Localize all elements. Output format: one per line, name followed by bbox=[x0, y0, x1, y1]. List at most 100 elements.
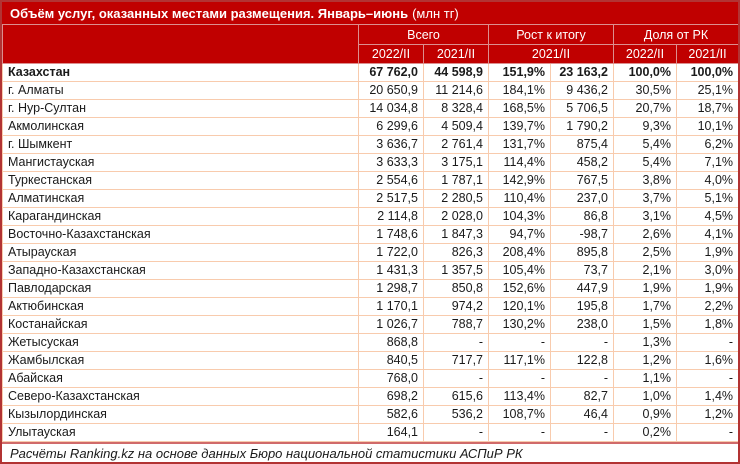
value-cell: 1 431,3 bbox=[358, 261, 424, 280]
value-cell: 1 170,1 bbox=[358, 297, 424, 316]
value-cell: 1,2% bbox=[613, 351, 677, 370]
value-cell: 868,8 bbox=[358, 333, 424, 352]
value-cell: 164,1 bbox=[358, 423, 424, 442]
value-cell: 2 761,4 bbox=[423, 135, 489, 154]
value-cell: 238,0 bbox=[550, 315, 614, 334]
value-cell: 46,4 bbox=[550, 405, 614, 424]
table-row: Карагандинская 2 114,8 2 028,0 104,3% 86,8 3,… bbox=[2, 207, 738, 226]
value-cell: 14 034,8 bbox=[358, 99, 424, 118]
value-cell: 3,0% bbox=[675, 261, 738, 280]
value-cell: 458,2 bbox=[550, 153, 614, 172]
table-row: Улытауская 164,1- - -0,2% - bbox=[2, 423, 738, 442]
region-cell: г. Шымкент bbox=[2, 135, 359, 154]
value-cell: - bbox=[423, 369, 489, 388]
value-cell: 3 633,3 bbox=[358, 153, 424, 172]
value-cell: - bbox=[423, 333, 489, 352]
value-cell: 1,6% bbox=[675, 351, 738, 370]
value-cell: 1,5% bbox=[613, 315, 677, 334]
value-cell: 113,4% bbox=[488, 387, 551, 406]
region-cell: г. Алматы bbox=[2, 81, 359, 100]
subheader-total-2022: 2022/II bbox=[358, 44, 424, 64]
header-sub-row: 2022/II 2021/II 2021/II 2022/II 2021/II bbox=[3, 44, 738, 64]
value-cell: 151,9% bbox=[488, 63, 551, 82]
region-cell: Атырауская bbox=[2, 243, 359, 262]
data-table: Всего Рост к итогу Доля от РК 2022/II 20… bbox=[2, 24, 738, 442]
value-cell: 168,5% bbox=[488, 99, 551, 118]
value-cell: 1,3% bbox=[613, 333, 677, 352]
value-cell: 94,7% bbox=[488, 225, 551, 244]
value-cell: 100,0% bbox=[675, 63, 738, 82]
value-cell: 1 790,2 bbox=[550, 117, 614, 136]
value-cell: 788,7 bbox=[423, 315, 489, 334]
region-cell: Костанайская bbox=[2, 315, 359, 334]
value-cell: 2,6% bbox=[613, 225, 677, 244]
value-cell: 10,1% bbox=[675, 117, 738, 136]
value-cell: 142,9% bbox=[488, 171, 551, 190]
value-cell: 1 748,6 bbox=[358, 225, 424, 244]
value-cell: 698,2 bbox=[358, 387, 424, 406]
table-title: Объём услуг, оказанных местами размещени… bbox=[2, 2, 738, 24]
value-cell: 11 214,6 bbox=[423, 81, 489, 100]
subheader-growth-2021: 2021/II bbox=[488, 44, 614, 64]
region-cell: Мангистауская bbox=[2, 153, 359, 172]
value-cell: 2 114,8 bbox=[358, 207, 424, 226]
value-cell: 1 847,3 bbox=[423, 225, 489, 244]
value-cell: 2,5% bbox=[613, 243, 677, 262]
value-cell: 9 436,2 bbox=[550, 81, 614, 100]
table-row: Акмолинская 6 299,6 4 509,4 139,7% 1 790,2 9,… bbox=[2, 117, 738, 136]
value-cell: 8 328,4 bbox=[423, 99, 489, 118]
region-cell: Абайская bbox=[2, 369, 359, 388]
value-cell: 1 298,7 bbox=[358, 279, 424, 298]
region-cell: Алматинская bbox=[2, 189, 359, 208]
value-cell: 4,0% bbox=[675, 171, 738, 190]
table-row: Кызылординская 582,6 536,2 108,7% 46,4 0,9% 1,… bbox=[2, 405, 738, 424]
value-cell: 3 636,7 bbox=[358, 135, 424, 154]
value-cell: 30,5% bbox=[613, 81, 677, 100]
region-cell: Улытауская bbox=[2, 423, 359, 442]
value-cell: 5 706,5 bbox=[550, 99, 614, 118]
value-cell: - bbox=[488, 423, 551, 442]
value-cell: 1,0% bbox=[613, 387, 677, 406]
value-cell: 67 762,0 bbox=[358, 63, 424, 82]
value-cell: 122,8 bbox=[550, 351, 614, 370]
region-cell: Карагандинская bbox=[2, 207, 359, 226]
value-cell: 195,8 bbox=[550, 297, 614, 316]
value-cell: 6,2% bbox=[675, 135, 738, 154]
region-header-cell bbox=[2, 24, 359, 64]
value-cell: 1,9% bbox=[675, 279, 738, 298]
value-cell: 1 357,5 bbox=[423, 261, 489, 280]
value-cell: 139,7% bbox=[488, 117, 551, 136]
value-cell: 2 028,0 bbox=[423, 207, 489, 226]
value-cell: - bbox=[675, 333, 738, 352]
value-cell: 4,5% bbox=[675, 207, 738, 226]
table-row: Мангистауская 3 633,3 3 175,1 114,4% 458,2 5,… bbox=[2, 153, 738, 172]
value-cell: 6 299,6 bbox=[358, 117, 424, 136]
title-text: Объём услуг, оказанных местами размещени… bbox=[10, 5, 409, 21]
table-row: Павлодарская 1 298,7 850,8 152,6% 447,9 1,9% 1… bbox=[2, 279, 738, 298]
value-cell: - bbox=[488, 333, 551, 352]
value-cell: 1,9% bbox=[675, 243, 738, 262]
value-cell: 447,9 bbox=[550, 279, 614, 298]
region-cell: Казахстан bbox=[2, 63, 359, 82]
value-cell: 3,7% bbox=[613, 189, 677, 208]
value-cell: 3 175,1 bbox=[423, 153, 489, 172]
value-cell: 0,9% bbox=[613, 405, 677, 424]
value-cell: 875,4 bbox=[550, 135, 614, 154]
title-unit: (млн тг) bbox=[412, 5, 459, 21]
value-cell: 20,7% bbox=[613, 99, 677, 118]
value-cell: 184,1% bbox=[488, 81, 551, 100]
value-cell: - bbox=[488, 369, 551, 388]
value-cell: - bbox=[550, 333, 614, 352]
value-cell: 82,7 bbox=[550, 387, 614, 406]
value-cell: 1,8% bbox=[675, 315, 738, 334]
region-cell: Жамбылская bbox=[2, 351, 359, 370]
region-cell: Кызылординская bbox=[2, 405, 359, 424]
table-row: Восточно-Казахстанская 1 748,6 1 847,3 94,7… bbox=[2, 225, 738, 244]
source-note: Расчёты Ranking.kz на основе данных Бюро… bbox=[2, 442, 738, 462]
table-row: г. Алматы 20 650,9 11 214,6 184,1% 9 436,2 30… bbox=[2, 81, 738, 100]
value-cell: 131,7% bbox=[488, 135, 551, 154]
value-cell: - bbox=[675, 369, 738, 388]
value-cell: 105,4% bbox=[488, 261, 551, 280]
value-cell: 23 163,2 bbox=[550, 63, 614, 82]
